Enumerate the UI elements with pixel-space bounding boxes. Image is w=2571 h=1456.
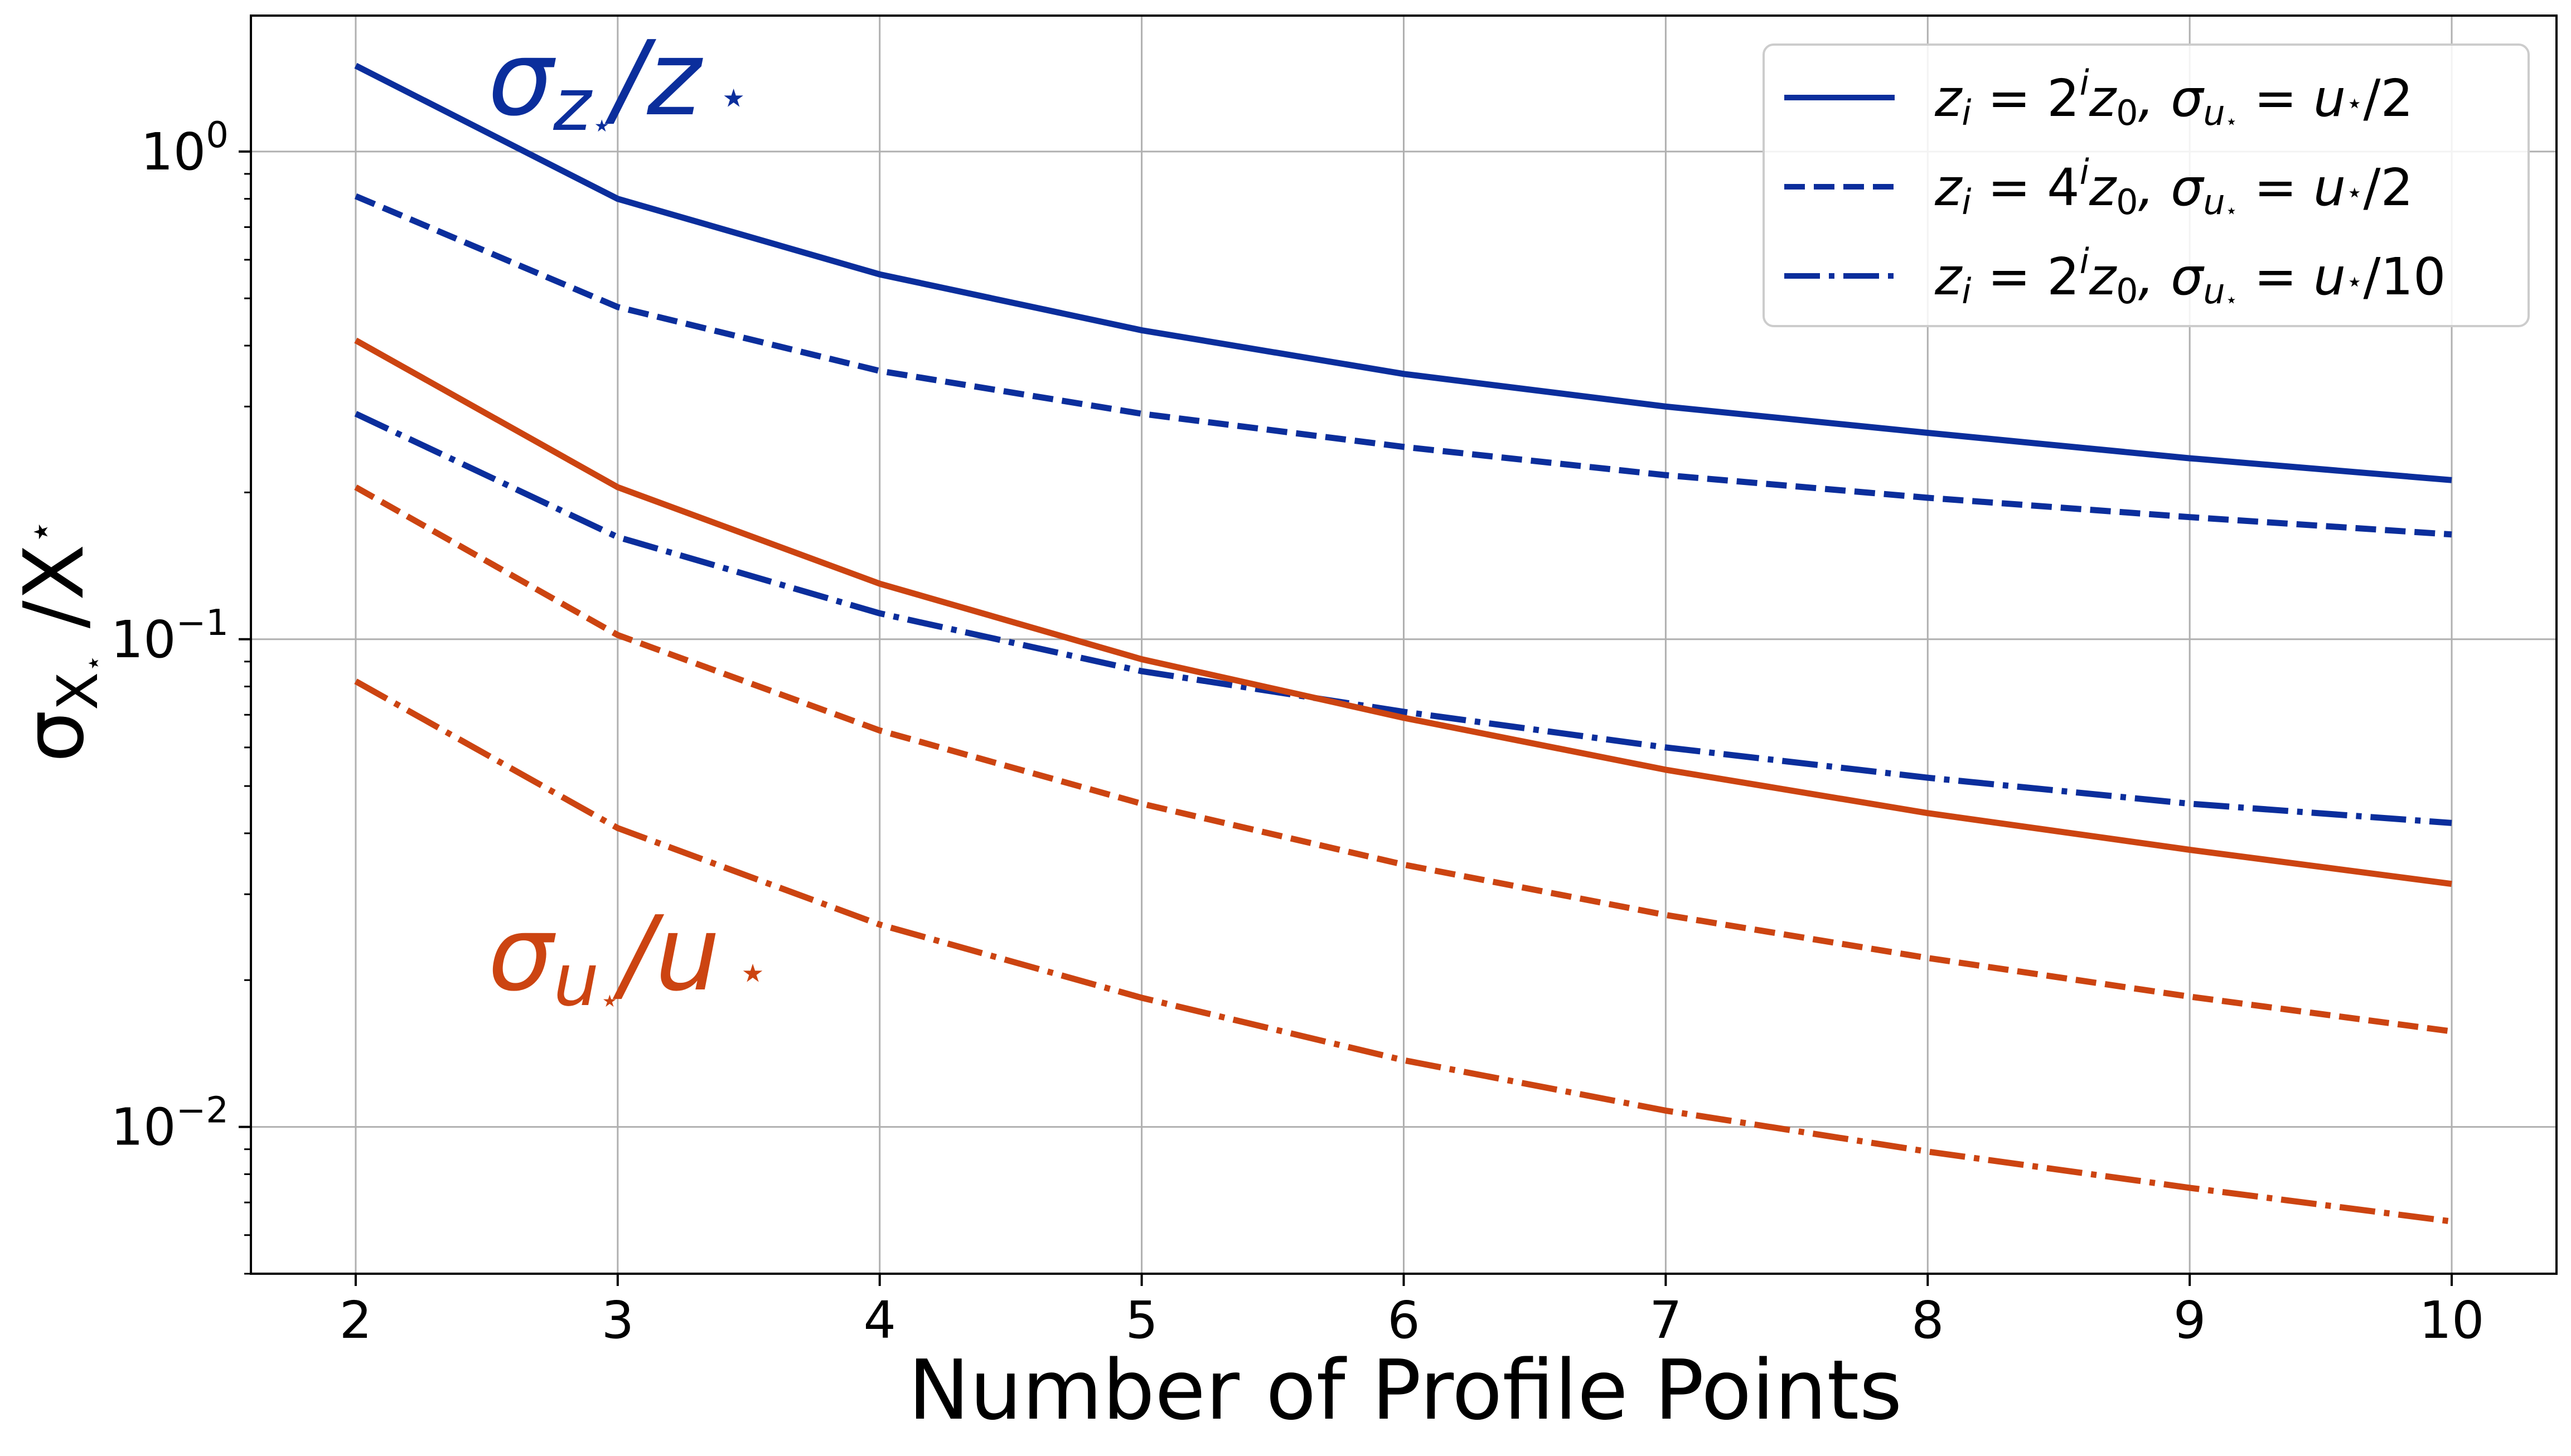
series-line-u-solid [354,337,2452,887]
annot-z-star: ⋆ [718,68,749,127]
legend-2-star1: ⋆ [2225,200,2238,222]
x-tick-label: 9 [2173,1290,2206,1350]
series-line-z-dashed [354,193,2452,538]
legend-2-z: z [1934,158,1963,217]
legend-3-usub: u [2203,271,2225,312]
y-axis-label-group: σX⋆ /X⋆ [6,520,110,763]
x-tick-label: 3 [602,1290,635,1350]
legend-1-equ: = u [2238,69,2346,128]
annot-u-sigma: σ [488,894,556,1014]
y-tick-label: 100 [141,115,229,182]
legend-3-exp: i [2080,241,2089,282]
legend-1-star2: ⋆ [2346,87,2363,119]
legend-1-zsub: i [1962,93,1971,133]
annot-z-sub: z [553,62,593,147]
legend-1-sigma: , σ [2138,69,2205,128]
annotation-sigma-z: σz⋆/z ⋆ [488,18,749,147]
legend-3-eq: = 2 [1972,247,2080,307]
legend-3-equ: = u [2238,247,2346,307]
x-tick-label: 4 [863,1290,896,1350]
y-label-slash: /X [6,544,102,654]
y-label-star: ⋆ [17,520,63,544]
x-tick-label: 7 [1649,1290,1682,1350]
legend-2-star2: ⋆ [2346,176,2363,208]
annot-z-slash: /z [604,18,703,139]
legend-3-div: /10 [2363,247,2446,307]
legend-entry-2: zi = 4iz0, σu⋆ = u⋆/2 [1934,152,2413,222]
legend-entry-3: zi = 2iz0, σu⋆ = u⋆/10 [1934,241,2446,312]
series-line-z-dashdot [354,411,2452,826]
legend-2-eq: = 4 [1972,158,2080,217]
x-tick-label: 5 [1125,1290,1158,1350]
legend-2-equ: = u [2238,158,2346,217]
legend-3-z0: z [2089,247,2117,307]
legend-1-z0: z [2089,69,2117,128]
series-layer [354,62,2452,1225]
ticks: 2 3 4 5 6 7 8 9 10 100 10−1 10−2 [111,115,2485,1350]
legend-1-exp: i [2080,62,2089,103]
legend-1-div: /2 [2363,69,2413,128]
annotation-sigma-u: σu⋆/u ⋆ [488,894,768,1022]
legend-3-star2: ⋆ [2346,265,2363,298]
legend-1-z0sub: 0 [2116,93,2138,133]
x-tick-label: 10 [2419,1290,2485,1350]
legend-box [1763,43,2530,327]
x-tick-label: 2 [340,1290,372,1350]
annot-u-sub: u [553,938,599,1022]
x-tick-label: 8 [1911,1290,1944,1350]
legend-2-exp: i [2080,152,2089,192]
legend-2-z0sub: 0 [2116,182,2138,222]
series-line-z-solid [354,62,2452,483]
legend-2-sigma: , σ [2138,158,2205,217]
legend-2-zsub: i [1962,182,1971,222]
series-line-u-dashed [354,484,2452,1035]
legend-3-zsub: i [1962,271,1971,312]
y-axis-label: σX⋆ /X⋆ [6,520,110,763]
annot-z-sigma: σ [488,18,556,139]
legend-3-z: z [1934,247,1963,307]
y-label-sub: X [45,672,110,711]
legend-1-eq: = 2 [1972,69,2080,128]
y-tick-label: 10−2 [111,1090,229,1157]
x-axis-label: Number of Profile Points [908,1342,1902,1438]
legend-entry-1: zi = 2iz0, σu⋆ = u⋆/2 [1934,62,2413,133]
legend-3-sigma: , σ [2138,247,2205,307]
legend-2-usub: u [2203,182,2225,222]
legend-1-z: z [1934,69,1963,128]
legend-2-div: /2 [2363,158,2413,217]
y-tick-label: 10−1 [111,603,229,669]
annot-u-slash: /u [612,894,720,1014]
legend-2-z0: z [2089,158,2117,217]
x-tick-label: 6 [1387,1290,1420,1350]
y-label-subsub: ⋆ [77,654,109,672]
legend-1-usub: u [2203,93,2225,133]
legend-1-star1: ⋆ [2225,110,2238,133]
annot-u-subsub: ⋆ [599,981,621,1020]
legend: zi = 2iz0, σu⋆ = u⋆/2 zi = 4iz0, σu⋆ = u… [1763,43,2530,327]
legend-3-z0sub: 0 [2116,271,2138,312]
annot-z-subsub: ⋆ [592,106,613,145]
y-label-sigma: σ [6,710,102,763]
annot-u-star: ⋆ [737,943,768,1002]
legend-3-star1: ⋆ [2225,289,2238,312]
